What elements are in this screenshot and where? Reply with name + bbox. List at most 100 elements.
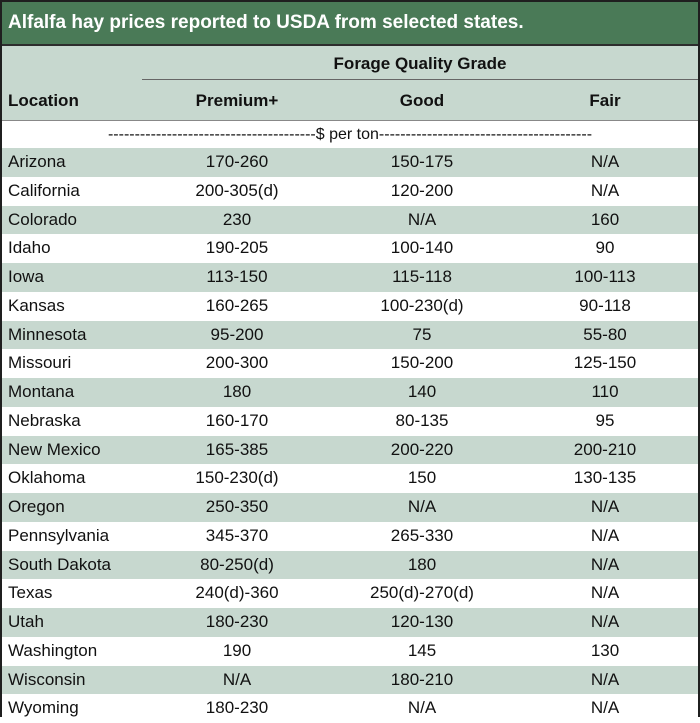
table-row: Texas 240(d)-360 250(d)-270(d) N/A xyxy=(2,579,698,608)
table-row: Minnesota 95-200 75 55-80 xyxy=(2,320,698,350)
location-cell: California xyxy=(8,180,80,200)
fair-price-cell: N/A xyxy=(590,525,620,545)
table-row: Missouri 200-300 150-200 125-150 xyxy=(2,349,698,378)
premium-price-cell: 160-265 xyxy=(205,295,269,315)
column-header-location: Location xyxy=(8,91,79,110)
premium-price-cell: N/A xyxy=(222,669,252,689)
location-cell: Colorado xyxy=(8,209,77,229)
premium-price-cell: 230 xyxy=(222,209,252,229)
premium-price-cell: 180 xyxy=(222,382,252,401)
fair-price-cell: 55-80 xyxy=(583,324,627,344)
fair-price-cell: 200-210 xyxy=(573,439,637,459)
fair-price-cell: 90 xyxy=(595,238,615,258)
premium-price-cell: 150-230(d) xyxy=(195,468,279,488)
good-price-cell: 75 xyxy=(412,324,432,344)
good-price-cell: 120-200 xyxy=(390,180,454,200)
premium-price-cell: 95-200 xyxy=(210,324,264,344)
column-header-premium: Premium+ xyxy=(195,91,279,110)
fair-price-cell: 130 xyxy=(590,640,620,660)
table-row: New Mexico 165-385 200-220 200-210 xyxy=(2,435,698,465)
fair-price-cell: N/A xyxy=(590,583,620,603)
fair-price-cell: N/A xyxy=(590,180,620,200)
premium-price-cell: 180-230 xyxy=(205,612,269,631)
fair-price-cell: 90-118 xyxy=(579,295,631,315)
premium-price-cell: 240(d)-360 xyxy=(195,583,279,603)
location-cell: Missouri xyxy=(8,353,72,373)
good-price-cell: 80-135 xyxy=(395,410,449,430)
location-cell: Arizona xyxy=(8,152,66,171)
premium-price-cell: 200-300 xyxy=(205,353,269,373)
location-cell: Oklahoma xyxy=(8,468,86,488)
table-body: Arizona 170-260 150-175 N/A California 200-30… xyxy=(2,148,698,723)
good-price-cell: 140 xyxy=(407,382,437,401)
location-cell: New Mexico xyxy=(8,439,101,459)
fair-price-cell: 160 xyxy=(590,209,620,229)
table-row: Arizona 170-260 150-175 N/A xyxy=(2,148,698,177)
premium-price-cell: 190 xyxy=(222,640,252,660)
good-price-cell: 150-200 xyxy=(390,353,454,373)
good-price-cell: 150 xyxy=(407,468,437,488)
location-cell: Iowa xyxy=(8,267,44,286)
good-price-cell: 200-220 xyxy=(390,439,454,459)
table-row: Idaho 190-205 100-140 90 xyxy=(2,234,698,263)
location-cell: Minnesota xyxy=(8,324,87,344)
fair-price-cell: N/A xyxy=(590,698,620,718)
good-price-cell: N/A xyxy=(407,209,437,229)
table-row: Utah 180-230 120-130 N/A xyxy=(2,608,698,637)
table-row: Kansas 160-265 100-230(d) 90-118 xyxy=(2,291,698,321)
good-price-cell: 100-230(d) xyxy=(380,295,464,315)
location-cell: Montana xyxy=(8,382,75,401)
fair-price-cell: N/A xyxy=(590,152,620,171)
location-cell: Wyoming xyxy=(8,698,79,718)
units-row: ---------------------------------------$… xyxy=(2,121,698,148)
good-price-cell: 265-330 xyxy=(390,525,454,545)
location-cell: Pennsylvania xyxy=(8,525,110,545)
location-cell: Texas xyxy=(8,583,53,603)
location-cell: Oregon xyxy=(8,497,65,516)
fair-price-cell: 125-150 xyxy=(573,353,637,373)
table-row: Wisconsin N/A 180-210 N/A xyxy=(2,665,698,695)
good-price-cell: 100-140 xyxy=(390,238,454,258)
premium-price-cell: 170-260 xyxy=(205,152,269,171)
good-price-cell: 250(d)-270(d) xyxy=(370,583,474,603)
premium-price-cell: 180-230 xyxy=(205,698,269,718)
table-row: Colorado 230 N/A 160 xyxy=(2,205,698,235)
fair-price-cell: 100-113 xyxy=(574,267,636,286)
fair-price-cell: N/A xyxy=(590,669,620,689)
location-cell: South Dakota xyxy=(8,554,112,574)
fair-price-cell: N/A xyxy=(590,497,620,516)
premium-price-cell: 250-350 xyxy=(205,497,269,516)
table-row: South Dakota 80-250(d) 180 N/A xyxy=(2,550,698,580)
table-header: Forage Quality Grade Location Premium+ G… xyxy=(2,46,698,121)
table-title: Alfalfa hay prices reported to USDA from… xyxy=(2,2,698,46)
good-price-cell: 115-118 xyxy=(392,267,452,286)
good-price-cell: 180-210 xyxy=(390,669,454,689)
location-cell: Kansas xyxy=(8,295,65,315)
column-header-fair: Fair xyxy=(589,91,621,110)
table-row: Iowa 113-150 115-118 100-113 xyxy=(2,263,698,292)
table-row: Washington 190 145 130 xyxy=(2,636,698,666)
fair-price-cell: N/A xyxy=(590,612,620,631)
fair-price-cell: 110 xyxy=(591,382,619,401)
location-cell: Idaho xyxy=(8,238,51,258)
good-price-cell: N/A xyxy=(407,497,437,516)
location-cell: Nebraska xyxy=(8,410,81,430)
table-row: Nebraska 160-170 80-135 95 xyxy=(2,406,698,436)
forage-quality-grade-label: Forage Quality Grade xyxy=(333,54,507,73)
good-price-cell: 120-130 xyxy=(390,612,454,631)
location-cell: Wisconsin xyxy=(8,669,86,689)
table-row: Oklahoma 150-230(d) 150 130-135 xyxy=(2,464,698,493)
fair-price-cell: 130-135 xyxy=(573,468,637,488)
premium-price-cell: 165-385 xyxy=(205,439,269,459)
column-header-good: Good xyxy=(399,91,445,110)
fair-price-cell: 95 xyxy=(595,410,615,430)
good-price-cell: N/A xyxy=(407,698,437,718)
table-row: Montana 180 140 110 xyxy=(2,378,698,407)
location-cell: Utah xyxy=(8,612,44,631)
table-row: Oregon 250-350 N/A N/A xyxy=(2,493,698,522)
header-divider xyxy=(142,79,698,80)
premium-price-cell: 200-305(d) xyxy=(195,180,279,200)
premium-price-cell: 345-370 xyxy=(205,525,269,545)
premium-price-cell: 190-205 xyxy=(205,238,269,258)
